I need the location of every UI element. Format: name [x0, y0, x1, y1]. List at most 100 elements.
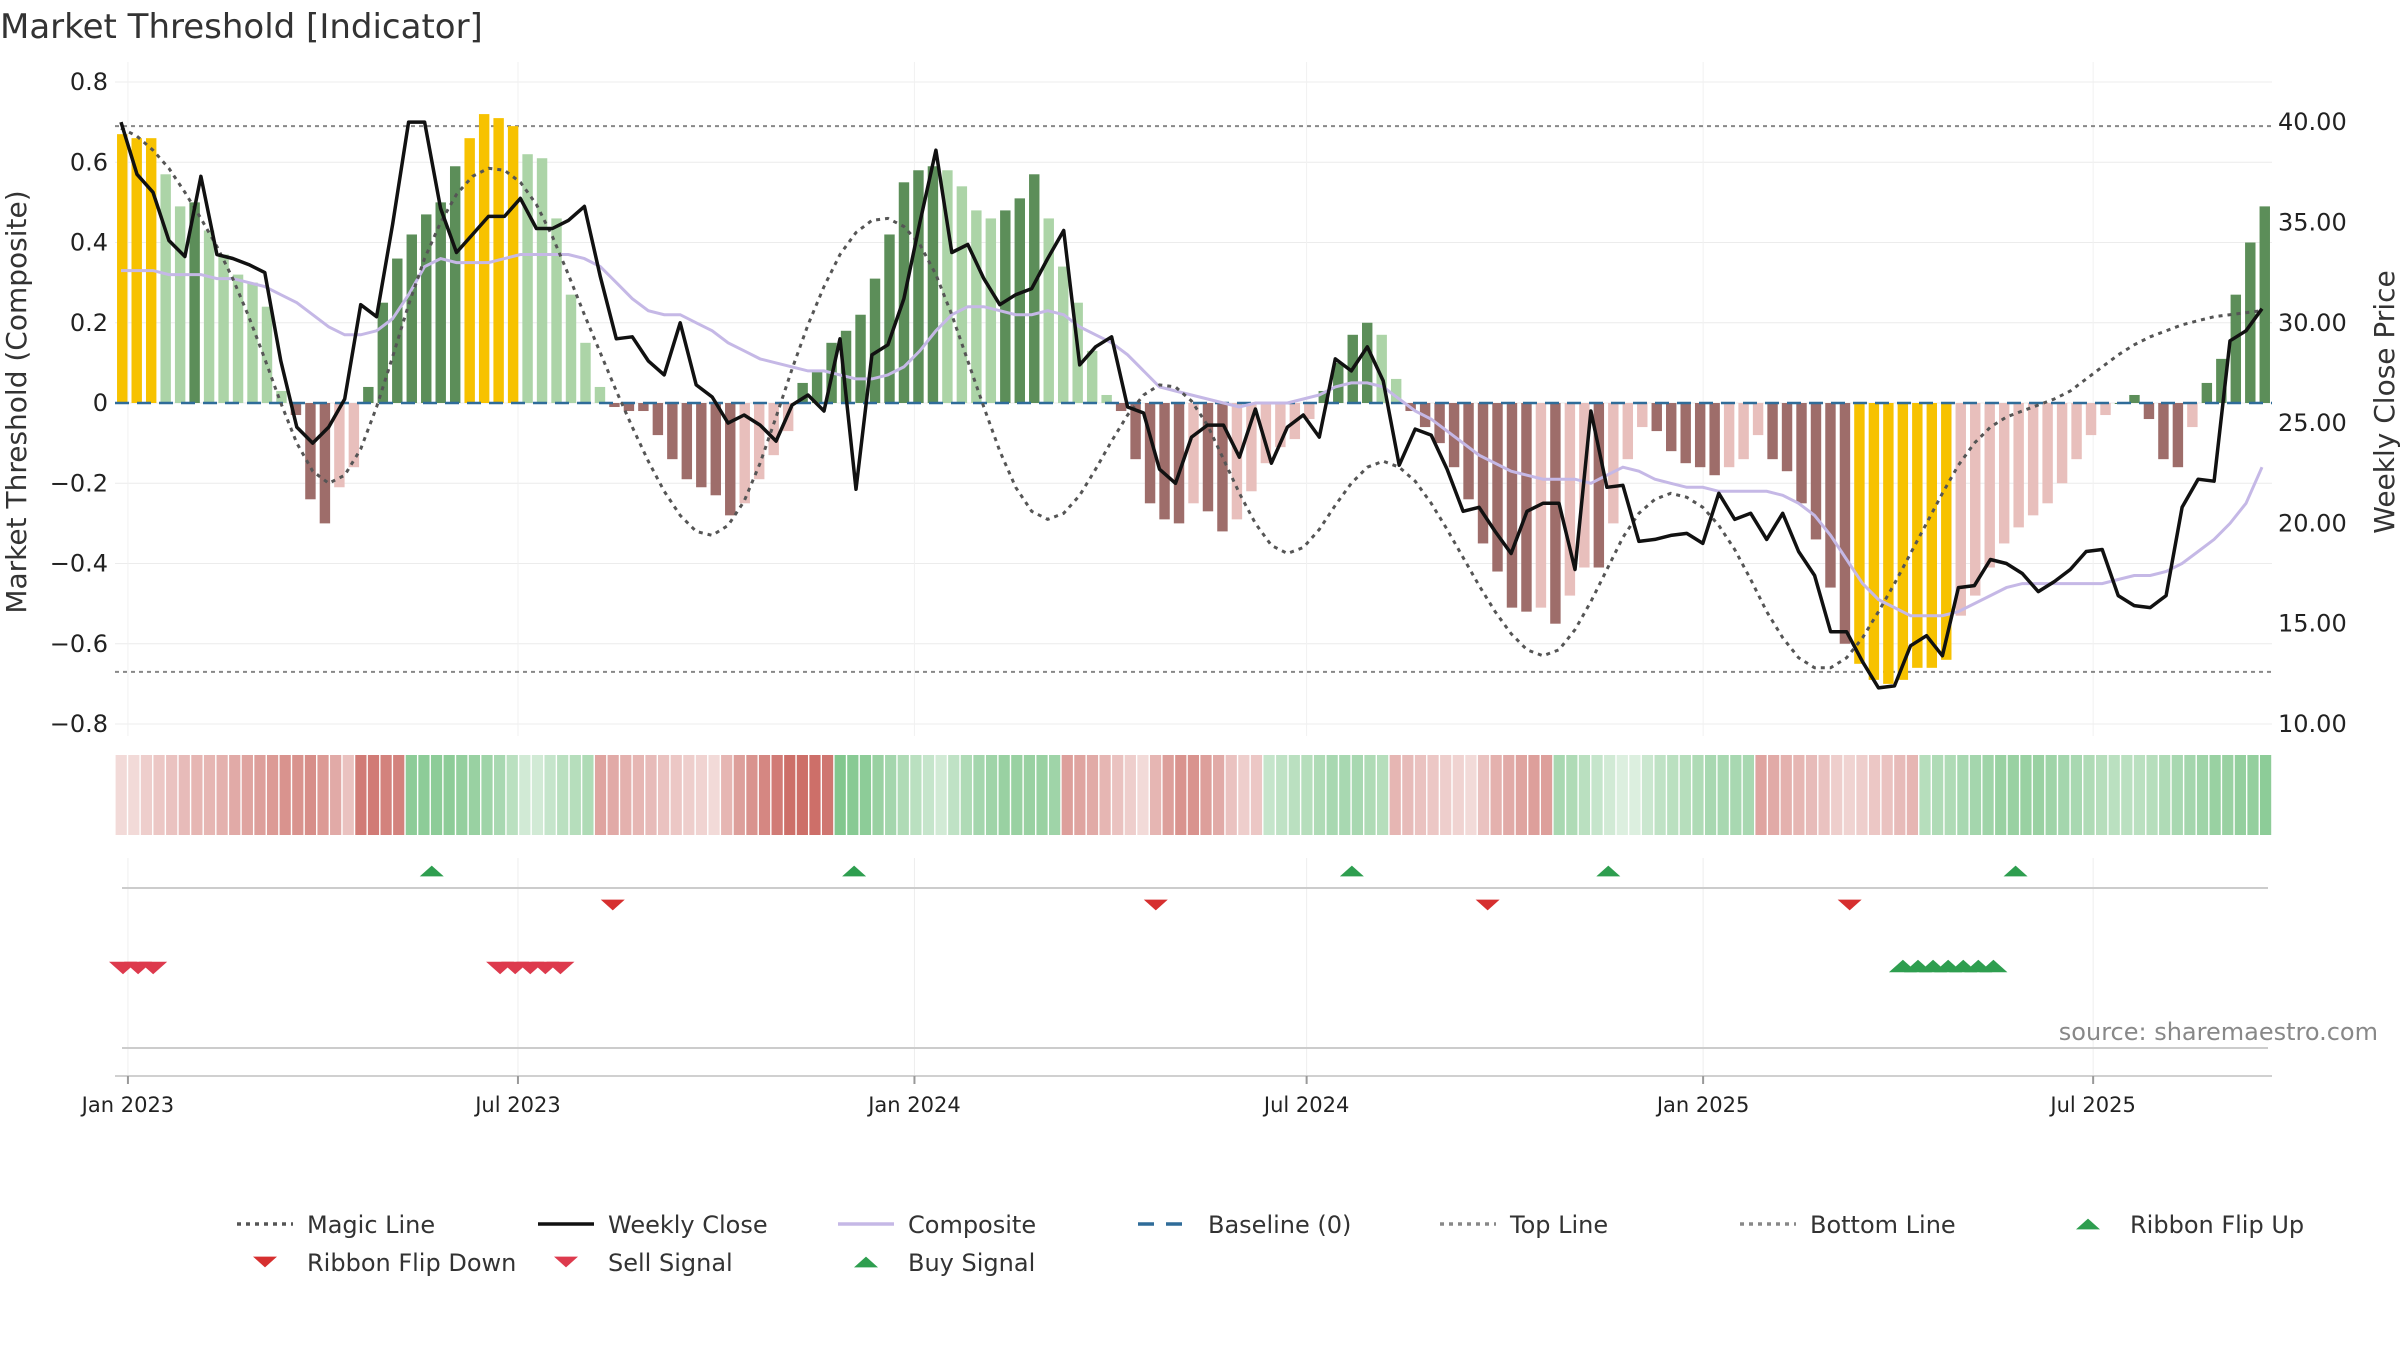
legend-item: Ribbon Flip Down — [253, 1249, 516, 1277]
ribbon-cell — [2184, 755, 2196, 835]
magic-line — [120, 126, 2263, 670]
ribbon-cell — [1313, 755, 1326, 835]
composite-bar — [2259, 206, 2270, 403]
ribbon-cell — [746, 755, 758, 835]
ribbon-cell — [1339, 755, 1351, 835]
composite-bar — [594, 386, 606, 403]
ribbon-cell — [1742, 755, 1755, 835]
composite-bar — [623, 403, 635, 412]
ribbon-flip-down-marker — [600, 899, 625, 911]
composite-bar — [1984, 403, 1995, 568]
legend-item: Composite — [838, 1211, 1036, 1239]
ribbon-cell — [1477, 755, 1490, 835]
buy-signal-marker — [1979, 959, 2008, 973]
composite-bar — [1998, 403, 2010, 544]
ribbon-cell — [393, 755, 405, 835]
ribbon-cell — [1730, 755, 1742, 835]
composite-bar — [1564, 403, 1576, 596]
composite-bar — [1926, 403, 1938, 668]
ribbon-cell — [1187, 755, 1200, 835]
composite-bar — [1318, 390, 1330, 403]
composite-bar — [580, 342, 591, 403]
ribbon-cell — [128, 755, 140, 835]
composite-bar — [449, 166, 461, 403]
ribbon-cell — [2259, 755, 2272, 835]
ribbon-cell — [1301, 755, 1313, 835]
composite-bar — [638, 403, 649, 412]
composite-bar — [2100, 403, 2111, 416]
y-tick-label-right: 40.00 — [2278, 108, 2347, 136]
composite-bar — [551, 218, 562, 403]
composite-bar — [609, 403, 620, 408]
composite-bar — [1796, 403, 1807, 504]
ribbon-cell — [658, 755, 670, 835]
composite-bar — [1868, 403, 1880, 680]
composite-bar — [869, 278, 881, 403]
ribbon-flip-up-marker — [1339, 865, 1364, 877]
ribbon-cell — [885, 755, 897, 835]
ribbon-cell — [935, 755, 947, 835]
ribbon-cell — [266, 755, 279, 835]
ribbon-cell — [695, 755, 708, 835]
ribbon-cell — [645, 755, 657, 835]
ribbon-cell — [2096, 755, 2108, 835]
ribbon-cell — [1515, 755, 1527, 835]
ribbon-cell — [342, 755, 354, 835]
ribbon-cell — [1351, 755, 1363, 835]
y-tick-label-right: 20.00 — [2278, 509, 2347, 537]
composite-bar — [2056, 403, 2068, 484]
ribbon-cell — [519, 755, 531, 835]
composite-bar — [1666, 403, 1677, 452]
x-tick-label: Jul 2023 — [473, 1093, 560, 1117]
ribbon-cell — [1175, 755, 1187, 835]
ribbon-cell — [1427, 755, 1439, 835]
ribbon-cell — [557, 755, 569, 835]
y-tick-label: 0 — [93, 389, 108, 417]
ribbon-cell — [304, 755, 317, 835]
ribbon-cell — [2121, 755, 2133, 835]
x-tick-label: Jan 2023 — [80, 1093, 175, 1117]
ribbon-cell — [2196, 755, 2209, 835]
composite-bar — [1637, 403, 1648, 428]
ribbon-cell — [897, 755, 909, 835]
composite-bar — [855, 314, 866, 403]
ribbon-cell — [973, 755, 985, 835]
composite-bar — [536, 158, 548, 403]
right-axis: 40.00 35.00 30.00 25.00 20.00 15.00 10.00 — [2278, 108, 2347, 738]
ribbon-flip-up-marker — [2003, 865, 2028, 877]
y-tick-label-right: 25.00 — [2278, 409, 2347, 437]
ribbon-cell — [191, 755, 203, 835]
legend-label: Ribbon Flip Up — [2130, 1211, 2304, 1239]
composite-bar — [1057, 266, 1069, 403]
legend-label: Bottom Line — [1810, 1211, 1956, 1239]
composite-bar — [565, 294, 577, 403]
composite-bar — [2187, 403, 2198, 428]
ribbon-cell — [531, 755, 544, 835]
left-axis: 0.8 0.6 0.4 0.2 0 −0.2 −0.4 −0.6 −0.8 — [50, 68, 108, 738]
composite-bar — [1854, 403, 1865, 664]
sell-signal-marker — [546, 961, 575, 975]
ribbon-cell — [2007, 755, 2019, 835]
composite-bar — [2143, 403, 2155, 420]
ribbon-cell — [1768, 755, 1780, 835]
composite-bar — [942, 170, 953, 403]
ribbon-cell — [1326, 755, 1338, 835]
ribbon-cell — [594, 755, 607, 835]
ribbon-cell — [821, 755, 834, 835]
composite-bar — [811, 370, 823, 403]
composite-bar — [1159, 403, 1170, 520]
composite-bar — [1839, 403, 1851, 644]
legend: Magic Line Weekly Close Composite Baseline … — [237, 1211, 2304, 1277]
ribbon-cell — [1654, 755, 1666, 835]
ribbon-cell — [1755, 755, 1767, 835]
weekly-close-line — [119, 120, 2264, 690]
composite-bar — [2027, 403, 2039, 516]
ribbon-cell — [1124, 755, 1136, 835]
composite-bar — [768, 403, 779, 456]
composite-bar — [1376, 334, 1387, 403]
legend-item: Baseline (0) — [1138, 1211, 1351, 1239]
composite-line — [121, 253, 2264, 618]
ribbon-cell — [2146, 755, 2158, 835]
composite-bar — [1593, 403, 1605, 568]
ribbon-cell — [784, 755, 796, 835]
